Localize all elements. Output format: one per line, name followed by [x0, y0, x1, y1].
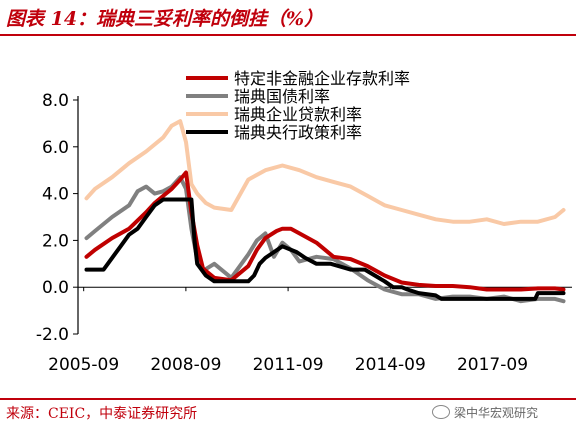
legend-label: 瑞典央行政策利率 — [234, 123, 362, 142]
series-line-1 — [84, 175, 566, 304]
legend-label: 特定非金融企业存款利率 — [234, 69, 410, 88]
y-tick-label: 8.0 — [42, 91, 69, 111]
chart-title: 图表 14：瑞典三妥利率的倒挂（%） — [6, 8, 324, 30]
x-tick-label: 2011-09 — [253, 355, 324, 375]
series-layer — [84, 119, 566, 304]
source-note: 来源：CEIC，中泰证券研究所 — [6, 406, 198, 422]
x-tick-label: 2014-09 — [355, 355, 426, 375]
footer-rule — [0, 398, 576, 400]
y-tick-label: -2.0 — [36, 325, 69, 345]
watermark-label: 梁中华宏观研究 — [454, 406, 539, 420]
series-line-2 — [84, 119, 566, 226]
x-tick-label: 2017-09 — [457, 355, 528, 375]
legend-label: 瑞典企业贷款利率 — [234, 105, 362, 124]
wechat-icon — [432, 405, 450, 419]
y-tick-label: 2.0 — [42, 231, 69, 251]
y-tick-label: 6.0 — [42, 138, 69, 158]
legend-label: 瑞典国债利率 — [234, 87, 330, 106]
chart-axes: 8.0 6.0 4.0 2.0 0.0 -2.0 2005-09 2008-09 2011-09… — [36, 91, 572, 375]
watermark: 梁中华宏观研究 — [432, 404, 538, 421]
y-tick-label: 4.0 — [42, 185, 69, 205]
title-rule — [0, 34, 576, 36]
x-tick-label: 2005-09 — [48, 355, 119, 375]
x-tick-label: 2008-09 — [150, 355, 221, 375]
series-line-3 — [84, 197, 566, 301]
line-chart: 8.0 6.0 4.0 2.0 0.0 -2.0 2005-09 2008-09 2011-09… — [36, 69, 572, 375]
y-tick-label: 0.0 — [42, 278, 69, 298]
series-line-0 — [84, 170, 566, 292]
